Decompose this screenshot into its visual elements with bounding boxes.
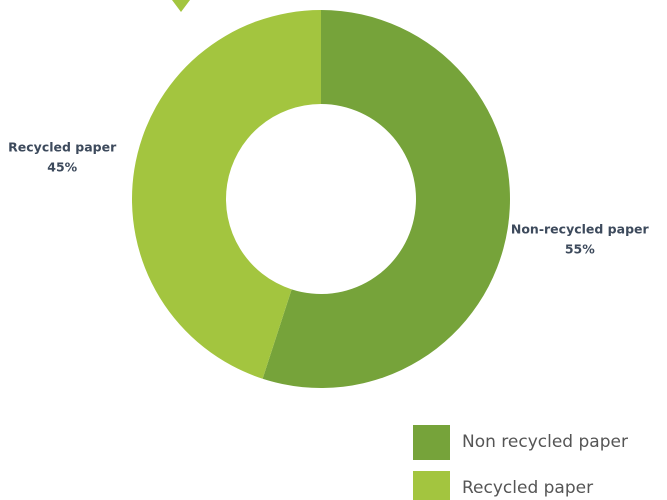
legend-label: Non recycled paper xyxy=(462,432,628,452)
legend-swatch xyxy=(413,425,450,460)
slice-label: Non-recycled paper xyxy=(511,221,650,236)
icon-fragment xyxy=(172,0,190,12)
slice-value: 45% xyxy=(47,160,77,175)
legend-label: Recycled paper xyxy=(462,478,593,498)
donut-slice xyxy=(262,10,510,389)
donut-slice xyxy=(132,10,321,379)
legend-swatch xyxy=(413,471,450,500)
slice-value: 55% xyxy=(565,241,595,256)
slice-label: Recycled paper xyxy=(8,140,117,155)
